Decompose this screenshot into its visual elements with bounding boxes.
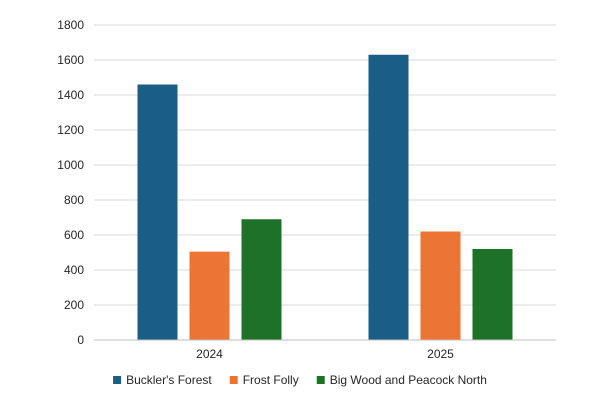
y-tick-label: 1600: [57, 53, 84, 67]
y-axis-tick-labels: 0 200 400 600 800 1000 1200 1400 1600 1800: [57, 18, 84, 347]
y-tick-label: 600: [64, 228, 84, 242]
legend-label: Buckler's Forest: [126, 373, 212, 387]
legend-swatch: [229, 376, 238, 384]
bar-big-wood-and-peacock-north-2025: [472, 249, 513, 340]
legend: Buckler's Forest Frost Folly Big Wood and …: [113, 373, 487, 387]
y-tick-label: 1000: [57, 158, 84, 172]
legend-label: Big Wood and Peacock North: [330, 373, 487, 387]
x-category-label: 2024: [196, 347, 223, 361]
legend-swatch: [316, 376, 325, 384]
y-tick-label: 800: [64, 193, 84, 207]
bar-buckler-s-forest-2025: [368, 54, 409, 340]
bars: [137, 54, 513, 340]
y-tick-label: 400: [64, 263, 84, 277]
y-tick-label: 1400: [57, 88, 84, 102]
bar-buckler-s-forest-2024: [137, 84, 178, 340]
legend-label: Frost Folly: [243, 373, 299, 387]
legend-swatch: [113, 376, 122, 384]
bar-frost-folly-2024: [189, 251, 230, 340]
y-tick-label: 200: [64, 298, 84, 312]
bar-frost-folly-2025: [420, 231, 461, 340]
x-axis-category-labels: 2024 2025: [196, 347, 454, 361]
y-tick-label: 1200: [57, 123, 84, 137]
y-tick-label: 0: [77, 333, 84, 347]
bar-big-wood-and-peacock-north-2024: [241, 219, 282, 340]
y-tick-label: 1800: [57, 18, 84, 32]
x-category-label: 2025: [427, 347, 454, 361]
